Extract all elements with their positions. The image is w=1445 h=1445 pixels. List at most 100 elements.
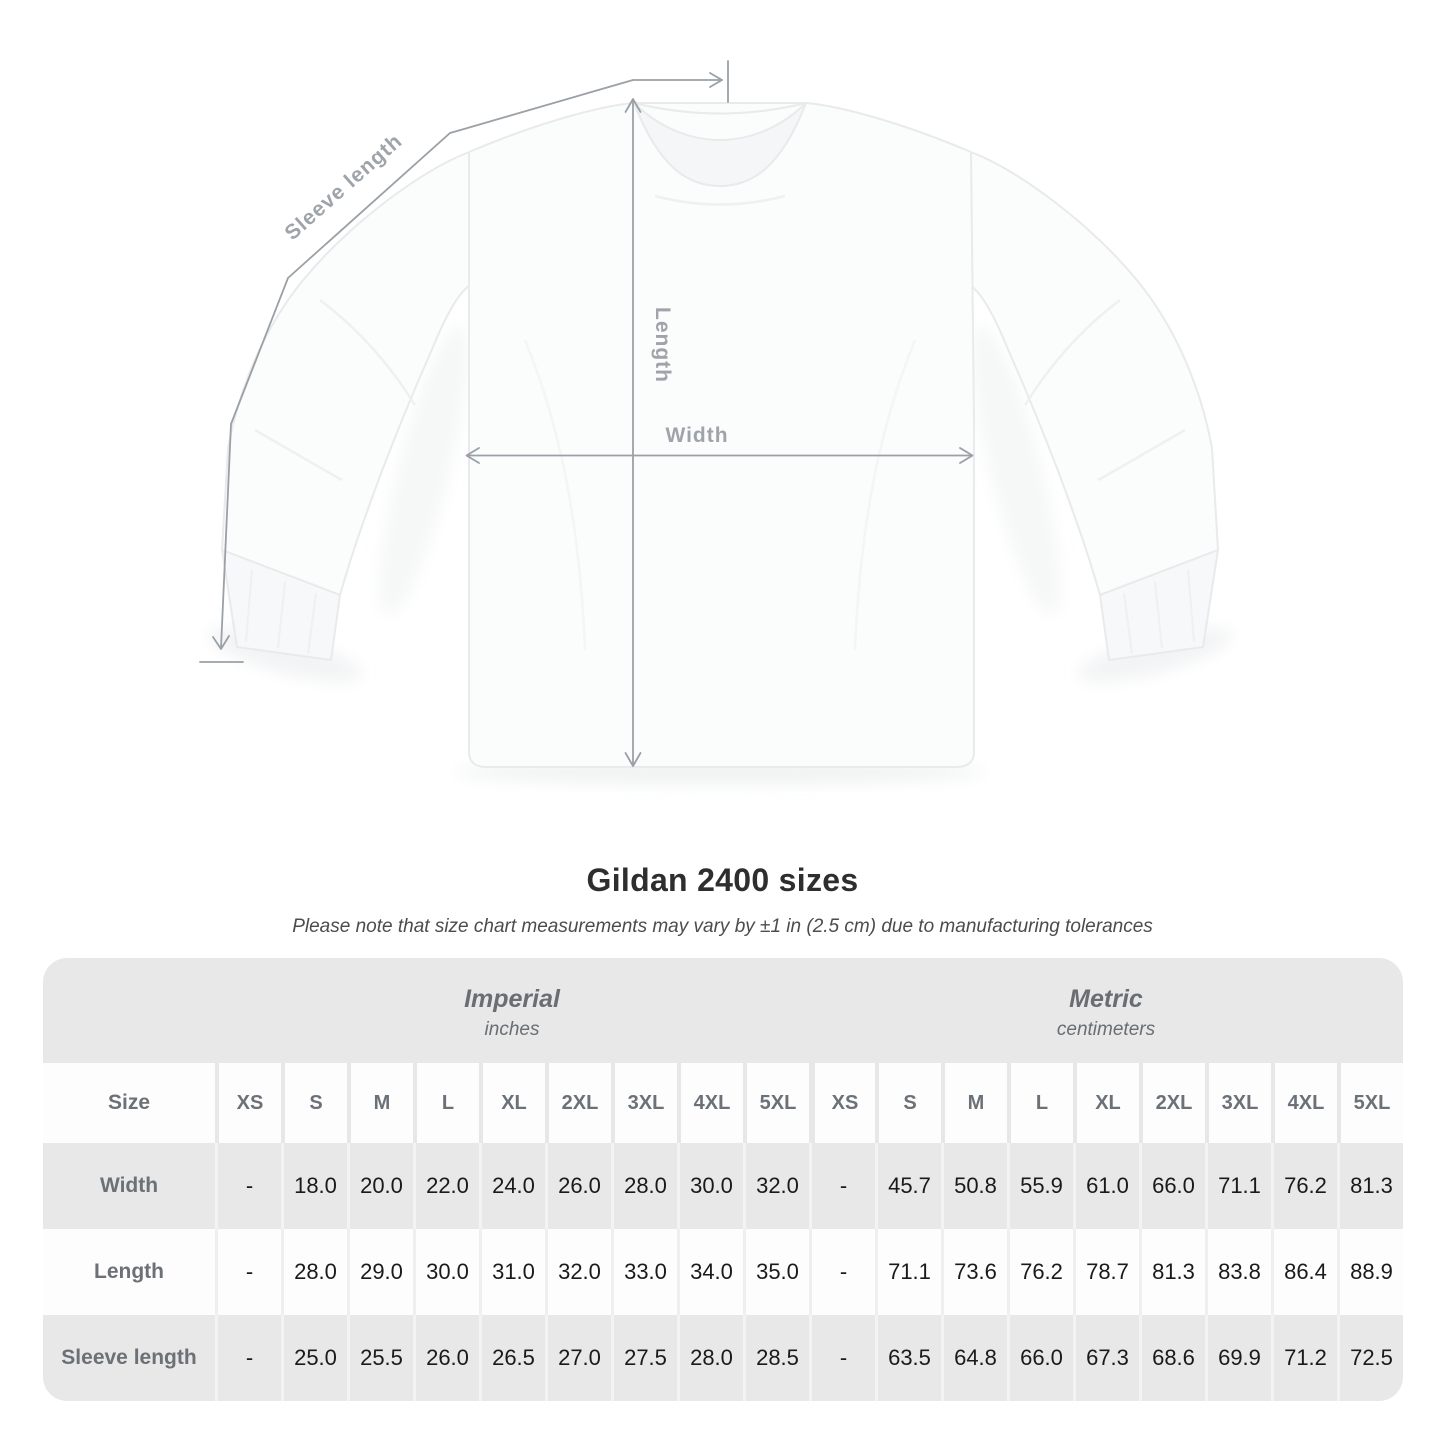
row-label: Length (94, 1260, 164, 1283)
cuff-ribs (245, 569, 1195, 655)
size-header-metric-xl: XL (1073, 1063, 1139, 1143)
arrow-down-icon (212, 635, 230, 650)
value-cell: 20.0 (347, 1143, 413, 1229)
value-cell: 71.1 (875, 1229, 941, 1315)
size-corner-label: Size (107, 1091, 151, 1114)
arrow-up-icon (624, 98, 642, 113)
arrow-right-icon (709, 72, 723, 88)
value-cell: 66.0 (1007, 1315, 1073, 1401)
value-cell: 30.0 (677, 1143, 743, 1229)
size-header-metric-m: M (941, 1063, 1007, 1143)
value-cell: 25.0 (281, 1315, 347, 1401)
value-cell: 73.6 (941, 1229, 1007, 1315)
value-cell: 31.0 (479, 1229, 545, 1315)
value-cell: 81.3 (1337, 1143, 1403, 1229)
imperial-group-name: Imperial (464, 984, 560, 1013)
value-cell: 67.3 (1073, 1315, 1139, 1401)
fabric-creases (254, 194, 1186, 651)
value-cell: 33.0 (611, 1229, 677, 1315)
value-cell: - (809, 1315, 875, 1401)
value-cell: 63.5 (875, 1315, 941, 1401)
value-cell: 45.7 (875, 1143, 941, 1229)
measurement-rows: Width -18.0 20.0 22.0 24.0 26.0 28.0 30.0 32.0-4… (43, 1143, 1403, 1401)
value-cell: 68.6 (1139, 1315, 1205, 1401)
size-header-metric-3xl: 3XL (1205, 1063, 1271, 1143)
value-cell: 50.8 (941, 1143, 1007, 1229)
table-row-length: Length -28.0 29.0 30.0 31.0 32.0 33.0 34.0 35.0-… (43, 1229, 1403, 1315)
value-cell: 86.4 (1271, 1229, 1337, 1315)
table-row-width: Width -18.0 20.0 22.0 24.0 26.0 28.0 30.0 32.0-4… (43, 1143, 1403, 1229)
value-cell: 30.0 (413, 1229, 479, 1315)
value-cell: 55.9 (1007, 1143, 1073, 1229)
size-header-imperial-5xl: 5XL (743, 1063, 809, 1143)
value-cell: 66.0 (1139, 1143, 1205, 1229)
collar (633, 102, 807, 187)
arrow-right-icon (959, 447, 974, 464)
value-cell: 69.9 (1205, 1315, 1271, 1401)
left-sleeve (221, 151, 470, 596)
value-cell: - (215, 1143, 281, 1229)
value-cell: 72.5 (1337, 1315, 1403, 1401)
value-cell: 83.8 (1205, 1229, 1271, 1315)
size-header-metric-s: S (875, 1063, 941, 1143)
size-table: Imperial inches Metric centimeters Size … (43, 958, 1403, 1401)
value-cell: 32.0 (545, 1229, 611, 1315)
unit-group-header-row: Imperial inches Metric centimeters (43, 958, 1403, 1063)
shirt-body (468, 102, 975, 768)
page-title: Gildan 2400 sizes (586, 862, 859, 898)
size-header-imperial-m: M (347, 1063, 413, 1143)
size-header-row: Size XS S M L XL 2XL 3XL 4XL 5XL XS S M L XL 2XL 3XL 4XL… (43, 1063, 1403, 1143)
metric-group-header: Metric centimeters (809, 958, 1403, 1063)
size-header-metric-5xl: 5XL (1337, 1063, 1403, 1143)
value-cell: 76.2 (1271, 1143, 1337, 1229)
value-cell: 26.0 (545, 1143, 611, 1229)
value-cell: 22.0 (413, 1143, 479, 1229)
size-header-metric-l: L (1007, 1063, 1073, 1143)
value-cell: 35.0 (743, 1229, 809, 1315)
value-cell: 76.2 (1007, 1229, 1073, 1315)
size-header-metric-xs: XS (809, 1063, 875, 1143)
table-row-sleeve-length: Sleeve length -25.0 25.5 26.0 26.5 27.0 27.5 28… (43, 1315, 1403, 1401)
shirt-illustration (221, 102, 1219, 768)
value-cell: 81.3 (1139, 1229, 1205, 1315)
value-cell: - (215, 1229, 281, 1315)
value-cell: 32.0 (743, 1143, 809, 1229)
imperial-group-unit: inches (484, 1018, 540, 1040)
size-header-imperial-xs: XS (215, 1063, 281, 1143)
value-cell: 27.0 (545, 1315, 611, 1401)
value-cell: - (809, 1143, 875, 1229)
width-measure-line (465, 447, 974, 464)
size-header-metric-4xl: 4XL (1271, 1063, 1337, 1143)
value-cell: 64.8 (941, 1315, 1007, 1401)
value-cell: 34.0 (677, 1229, 743, 1315)
value-cell: 24.0 (479, 1143, 545, 1229)
value-cell: 71.2 (1271, 1315, 1337, 1401)
value-cell: 28.0 (677, 1315, 743, 1401)
size-header-metric-2xl: 2XL (1139, 1063, 1205, 1143)
sleeve-length-measure-line (199, 60, 729, 663)
value-cell: 29.0 (347, 1229, 413, 1315)
metric-group-unit: centimeters (1056, 1018, 1156, 1040)
size-header-imperial-l: L (413, 1063, 479, 1143)
length-measure-line (624, 98, 642, 767)
size-header-imperial-xl: XL (479, 1063, 545, 1143)
metric-group-name: Metric (1069, 984, 1143, 1013)
back-neckline (633, 102, 807, 115)
value-cell: - (215, 1315, 281, 1401)
value-cell: 61.0 (1073, 1143, 1139, 1229)
value-cell: 28.5 (743, 1315, 809, 1401)
size-header-imperial-2xl: 2XL (545, 1063, 611, 1143)
value-cell: 25.5 (347, 1315, 413, 1401)
right-sleeve (970, 151, 1219, 596)
arrow-down-icon (624, 752, 642, 767)
value-cell: 26.0 (413, 1315, 479, 1401)
value-cell: 28.0 (611, 1143, 677, 1229)
width-label: Width (665, 424, 728, 447)
value-cell: 18.0 (281, 1143, 347, 1229)
size-header-imperial-s: S (281, 1063, 347, 1143)
size-header-imperial-4xl: 4XL (677, 1063, 743, 1143)
row-label: Width (99, 1174, 159, 1197)
value-cell: 26.5 (479, 1315, 545, 1401)
value-cell: 88.9 (1337, 1229, 1403, 1315)
